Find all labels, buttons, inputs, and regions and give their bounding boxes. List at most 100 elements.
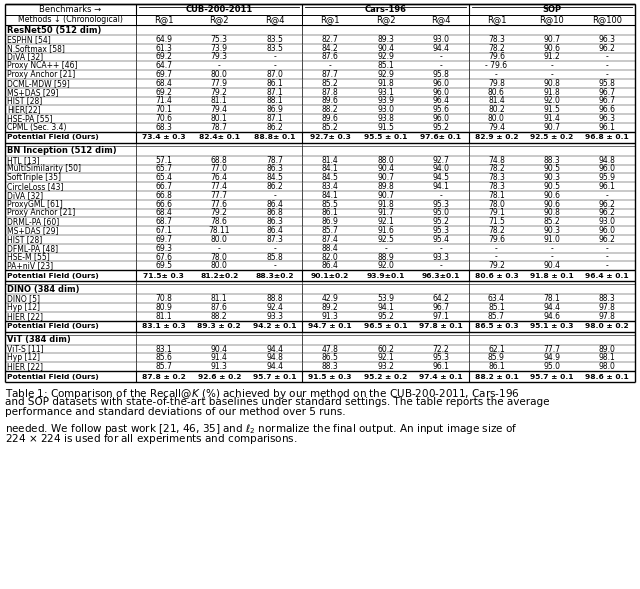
Text: 96.2: 96.2 <box>599 44 616 52</box>
Text: 87.0: 87.0 <box>266 70 283 79</box>
Text: 79.1: 79.1 <box>488 209 505 217</box>
Text: Benchmarks →: Benchmarks → <box>40 5 102 14</box>
Text: 90.5: 90.5 <box>543 164 561 174</box>
Text: 95.3: 95.3 <box>433 200 449 209</box>
Text: 97.4 ± 0.1: 97.4 ± 0.1 <box>419 373 463 379</box>
Text: Potential Field (Ours): Potential Field (Ours) <box>7 323 99 329</box>
Text: Proxy Anchor [21]: Proxy Anchor [21] <box>7 70 76 79</box>
Text: 79.6: 79.6 <box>488 52 505 61</box>
Text: 67.1: 67.1 <box>156 226 172 235</box>
Text: 96.0: 96.0 <box>433 114 449 123</box>
Text: - 79.6: - 79.6 <box>485 61 508 70</box>
Text: 81.1: 81.1 <box>211 294 227 303</box>
Text: 78.3: 78.3 <box>488 35 505 44</box>
Text: CPML (Sec. 3.4): CPML (Sec. 3.4) <box>7 123 67 132</box>
Text: 91.5: 91.5 <box>543 105 560 114</box>
Text: 96.0: 96.0 <box>599 164 616 174</box>
Text: MS+DAS [29]: MS+DAS [29] <box>7 226 58 235</box>
Text: 91.8 ± 0.1: 91.8 ± 0.1 <box>530 273 573 279</box>
Text: 93.9: 93.9 <box>377 97 394 105</box>
Text: 93.2: 93.2 <box>377 362 394 371</box>
Text: 90.6: 90.6 <box>543 44 561 52</box>
Text: 86.3: 86.3 <box>266 217 283 226</box>
Text: 72.2: 72.2 <box>433 345 449 353</box>
Text: 86.5: 86.5 <box>322 353 339 362</box>
Text: HIER [22]: HIER [22] <box>7 312 43 320</box>
Text: 95.7 ± 0.1: 95.7 ± 0.1 <box>530 373 573 379</box>
Text: 95.5 ± 0.1: 95.5 ± 0.1 <box>364 134 407 140</box>
Text: 90.7: 90.7 <box>543 123 561 132</box>
Text: 78.2: 78.2 <box>488 226 505 235</box>
Text: -: - <box>440 52 442 61</box>
Text: 96.4: 96.4 <box>433 97 449 105</box>
Text: 90.4: 90.4 <box>543 262 561 270</box>
Text: 92.4: 92.4 <box>266 303 283 312</box>
Text: 85.8: 85.8 <box>266 253 283 262</box>
Text: -: - <box>384 244 387 253</box>
Text: -: - <box>606 70 609 79</box>
Text: 83.5: 83.5 <box>266 44 283 52</box>
Text: 88.8± 0.1: 88.8± 0.1 <box>254 134 295 140</box>
Text: Methods ↓ (Chronological): Methods ↓ (Chronological) <box>18 15 123 25</box>
Text: 79.3: 79.3 <box>211 52 228 61</box>
Text: ViT (384 dim): ViT (384 dim) <box>7 335 71 344</box>
Text: 78.0: 78.0 <box>488 200 505 209</box>
Text: 86.1: 86.1 <box>488 362 505 371</box>
Text: CUB-200-2011: CUB-200-2011 <box>186 5 253 14</box>
Text: Hyp [12]: Hyp [12] <box>7 353 40 362</box>
Text: 94.4: 94.4 <box>433 44 449 52</box>
Text: R@4: R@4 <box>431 15 451 25</box>
Text: 68.3: 68.3 <box>156 123 172 132</box>
Text: ESPHN [54]: ESPHN [54] <box>7 35 51 44</box>
Text: 81.4: 81.4 <box>322 155 339 165</box>
Text: 95.4: 95.4 <box>433 235 449 244</box>
Text: Hyp [12]: Hyp [12] <box>7 303 40 312</box>
Text: -: - <box>550 70 553 79</box>
Text: 68.4: 68.4 <box>156 79 172 88</box>
Text: 96.1: 96.1 <box>433 362 449 371</box>
Text: 92.1: 92.1 <box>377 353 394 362</box>
Text: 88.3: 88.3 <box>599 294 616 303</box>
Text: DiVA [32]: DiVA [32] <box>7 191 43 200</box>
Text: 92.5 ± 0.2: 92.5 ± 0.2 <box>530 134 573 140</box>
Text: 93.8: 93.8 <box>377 114 394 123</box>
Text: 87.1: 87.1 <box>266 88 283 97</box>
Text: -: - <box>218 61 221 70</box>
Text: 88.8: 88.8 <box>266 294 283 303</box>
Text: 96.3: 96.3 <box>599 114 616 123</box>
Text: 78.7: 78.7 <box>266 155 283 165</box>
Text: Potential Field (Ours): Potential Field (Ours) <box>7 373 99 379</box>
Text: 69.7: 69.7 <box>156 70 172 79</box>
Text: 92.7± 0.3: 92.7± 0.3 <box>310 134 351 140</box>
Text: 69.3: 69.3 <box>156 244 172 253</box>
Text: 95.9: 95.9 <box>599 173 616 183</box>
Text: 95.8: 95.8 <box>433 70 449 79</box>
Text: 95.6: 95.6 <box>433 105 449 114</box>
Text: 85.2: 85.2 <box>322 79 339 88</box>
Text: 87.3: 87.3 <box>266 235 283 244</box>
Text: R@10: R@10 <box>540 15 564 25</box>
Text: 80.6 ± 0.3: 80.6 ± 0.3 <box>474 273 518 279</box>
Text: 76.4: 76.4 <box>211 173 228 183</box>
Text: 53.9: 53.9 <box>377 294 394 303</box>
Text: 84.5: 84.5 <box>266 173 283 183</box>
Text: 91.7: 91.7 <box>377 209 394 217</box>
Text: 86.4: 86.4 <box>322 262 339 270</box>
Text: 83.1 ± 0.3: 83.1 ± 0.3 <box>142 323 186 329</box>
Text: performance and standard deviations of our method over 5 runs.: performance and standard deviations of o… <box>5 407 346 417</box>
Text: R@100: R@100 <box>592 15 622 25</box>
Text: 78.3: 78.3 <box>488 173 505 183</box>
Text: DINO [5]: DINO [5] <box>7 294 40 303</box>
Text: 81.4: 81.4 <box>488 97 505 105</box>
Text: 88.3: 88.3 <box>543 155 560 165</box>
Text: 96.2: 96.2 <box>599 209 616 217</box>
Text: 93.9±0.1: 93.9±0.1 <box>366 273 404 279</box>
Text: 90.8: 90.8 <box>543 79 560 88</box>
Text: Cars-196: Cars-196 <box>365 5 406 14</box>
Text: 79.2: 79.2 <box>488 262 505 270</box>
Text: 90.4: 90.4 <box>211 345 228 353</box>
Text: 92.9: 92.9 <box>377 52 394 61</box>
Text: 97.6± 0.1: 97.6± 0.1 <box>420 134 461 140</box>
Text: 92.0: 92.0 <box>543 97 560 105</box>
Text: 92.6 ± 0.2: 92.6 ± 0.2 <box>198 373 241 379</box>
